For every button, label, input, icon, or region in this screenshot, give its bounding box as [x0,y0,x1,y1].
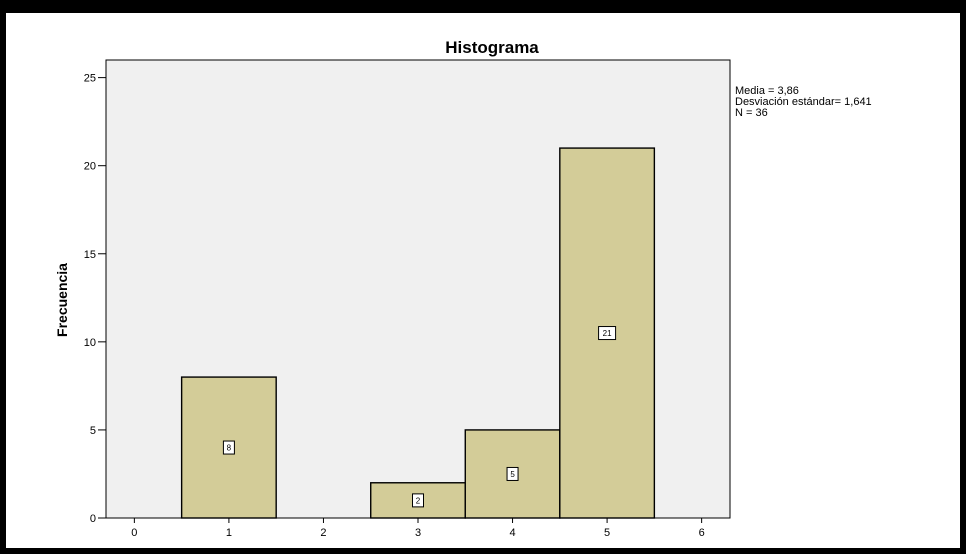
y-tick-label: 20 [84,161,96,173]
y-tick-label: 15 [84,249,96,261]
bar-data-label: 5 [510,470,515,479]
bar-data-label: 2 [416,496,421,505]
y-tick-label: 5 [90,425,96,437]
y-axis-title: Frecuencia [54,263,70,337]
bar-data-label: 8 [227,444,232,453]
y-tick-label: 25 [84,73,96,85]
bar-label-box [598,326,617,341]
x-tick-label: 4 [509,527,515,539]
mean-stat: Media = 3,86 [735,85,799,97]
bar-label-box [222,440,235,455]
x-tick-label: 6 [699,527,705,539]
bar-label-box [412,493,424,508]
x-tick-label: 0 [131,527,137,539]
y-tick-label: 0 [90,513,96,525]
chart-title: Histograma [445,38,539,57]
bar-data-label: 21 [603,329,612,338]
x-tick-label: 3 [415,527,421,539]
statistics-legend: Media = 3,86 Desviación estándar= 1,641 … [735,86,872,119]
x-tick-label: 5 [604,527,610,539]
n-stat: N = 36 [735,107,768,119]
x-tick-label: 1 [226,527,232,539]
std-dev-stat: Desviación estándar= 1,641 [735,96,872,108]
x-tick-label: 2 [320,527,326,539]
bar-label-box [506,466,519,481]
y-tick-label: 10 [84,337,96,349]
